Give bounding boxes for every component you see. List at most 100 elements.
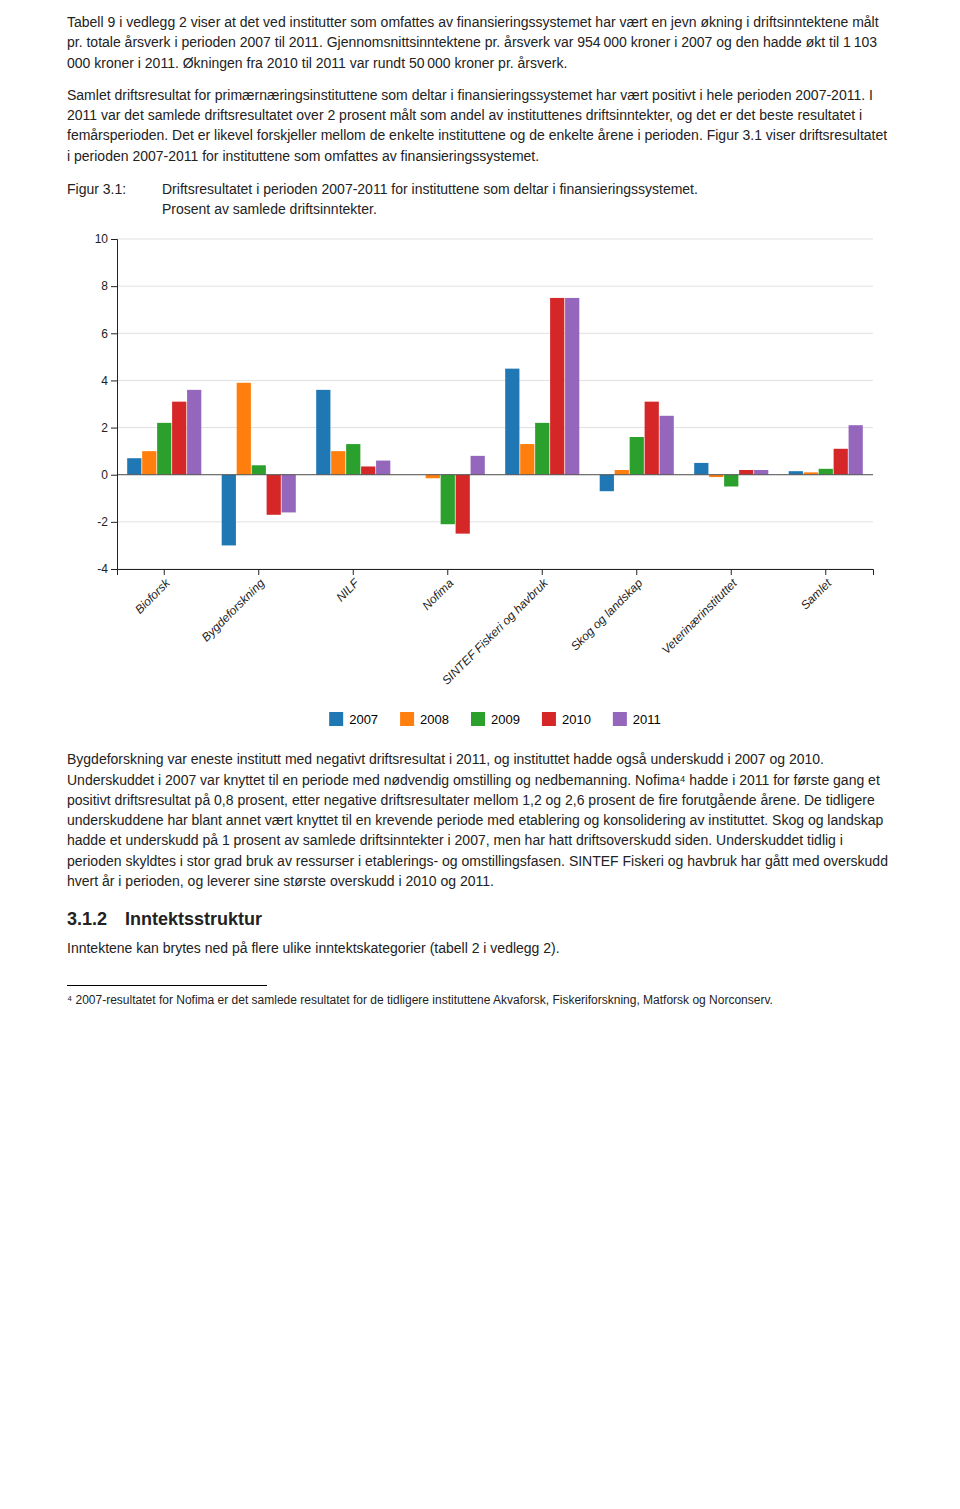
x-tick: Nofima xyxy=(419,569,456,613)
x-tick: Skog og landskap xyxy=(568,569,646,653)
legend-swatch xyxy=(471,712,485,726)
tick-label: 8 xyxy=(101,280,108,294)
bar xyxy=(456,475,470,534)
bar-series xyxy=(142,383,818,478)
legend-label: 2008 xyxy=(420,712,449,727)
grid-line xyxy=(117,239,873,240)
bar xyxy=(316,390,330,475)
legend-item: 2010 xyxy=(542,712,591,727)
zero-line xyxy=(117,474,873,475)
tick-mark xyxy=(111,286,117,287)
axis-domain xyxy=(118,570,874,576)
grid-line xyxy=(117,286,873,287)
bar xyxy=(615,470,629,475)
tick-label: 10 xyxy=(95,233,109,247)
bar xyxy=(645,402,659,475)
y-tick: 10 xyxy=(95,233,117,247)
bar xyxy=(565,298,579,475)
y-tick: -2 xyxy=(97,515,117,529)
tick-mark xyxy=(111,334,117,335)
bar xyxy=(187,390,201,475)
tick-mark xyxy=(111,428,117,429)
bar xyxy=(505,369,519,475)
tick-mark xyxy=(636,569,637,575)
tick-mark xyxy=(111,475,117,476)
bar-series xyxy=(127,369,803,546)
tick-label: 2 xyxy=(101,421,108,435)
tick-label: -2 xyxy=(97,515,108,529)
bar xyxy=(267,475,281,515)
y-axis: -4-20246810 xyxy=(95,233,118,577)
y-tick: 4 xyxy=(101,374,117,388)
section-body: Inntektene kan brytes ned på flere ulike… xyxy=(67,938,893,958)
y-tick: -4 xyxy=(97,563,117,577)
bar xyxy=(754,470,768,475)
tick-label: Skog og landskap xyxy=(568,576,646,654)
legend-swatch xyxy=(613,712,627,726)
legend-item: 2011 xyxy=(613,712,661,727)
x-tick: Bioforsk xyxy=(132,569,173,617)
tick-mark xyxy=(353,569,354,575)
legend-swatch xyxy=(329,712,343,726)
tick-label: NILF xyxy=(333,576,362,605)
bar xyxy=(441,475,455,525)
tick-label: Bygdeforskning xyxy=(199,576,268,645)
bar xyxy=(127,458,141,475)
tick-mark xyxy=(825,569,826,575)
bar xyxy=(172,402,186,475)
bar xyxy=(222,475,236,546)
bar xyxy=(142,451,156,475)
bar xyxy=(630,437,644,475)
y-tick: 8 xyxy=(101,280,117,294)
bars xyxy=(127,298,863,546)
chart: -4-20246810BioforskBygdeforskningNILFNof… xyxy=(67,229,893,749)
tick-mark xyxy=(731,569,732,575)
legend-item: 2009 xyxy=(471,712,520,727)
x-tick: SINTEF Fiskeri og havbruk xyxy=(439,569,551,688)
caption: Figur 3.1:Driftsresultatet i perioden 20… xyxy=(67,180,893,219)
tick-label: 4 xyxy=(101,374,108,388)
chart-subtitle: Prosent av samlede driftsinntekter. xyxy=(162,200,698,220)
axis-domain xyxy=(111,240,118,570)
bar xyxy=(331,451,345,475)
grid-line xyxy=(117,380,873,381)
bar xyxy=(426,475,440,479)
tick-label: Samlet xyxy=(798,576,835,613)
paragraph: Bygdeforskning var eneste institutt med … xyxy=(67,749,893,891)
tick-mark xyxy=(447,569,448,575)
bar-series xyxy=(157,423,833,524)
bar xyxy=(282,475,296,513)
bar xyxy=(600,475,614,492)
tick-label: Bioforsk xyxy=(132,576,173,617)
footnote: ⁴ 2007-resultatet for Nofima er det saml… xyxy=(67,992,893,1009)
tick-mark xyxy=(111,381,117,382)
bar xyxy=(819,469,833,475)
tick-label: -4 xyxy=(97,563,108,577)
legend-item: 2007 xyxy=(329,712,378,727)
x-tick: Bygdeforskning xyxy=(199,569,268,644)
paragraph: Samlet driftsresultat for primærnæringsi… xyxy=(67,85,893,166)
tick-mark xyxy=(542,569,543,575)
tick-mark xyxy=(111,239,117,240)
tick-label: SINTEF Fiskeri og havbruk xyxy=(439,576,551,688)
bar xyxy=(834,449,848,475)
legend-swatch xyxy=(542,712,556,726)
bar xyxy=(346,444,360,475)
tick-label: 0 xyxy=(101,468,108,482)
y-tick: 2 xyxy=(101,421,117,435)
bar xyxy=(471,456,485,475)
bar xyxy=(520,444,534,475)
bar xyxy=(550,298,564,475)
bar xyxy=(361,467,375,475)
bar xyxy=(724,475,738,487)
bar xyxy=(660,416,674,475)
bar xyxy=(376,461,390,475)
bar xyxy=(157,423,171,475)
paragraph: Tabell 9 i vedlegg 2 viser at det ved in… xyxy=(67,12,893,73)
plot: -4-20246810BioforskBygdeforskningNILFNof… xyxy=(95,233,874,727)
x-tick: NILF xyxy=(333,569,362,604)
page: Tabell 9 i vedlegg 2 viser at det ved in… xyxy=(67,0,893,1008)
legend-label: 2007 xyxy=(349,712,378,727)
bar xyxy=(237,383,251,475)
legend: 2007 2008 2009 2010 2011 xyxy=(329,712,661,727)
